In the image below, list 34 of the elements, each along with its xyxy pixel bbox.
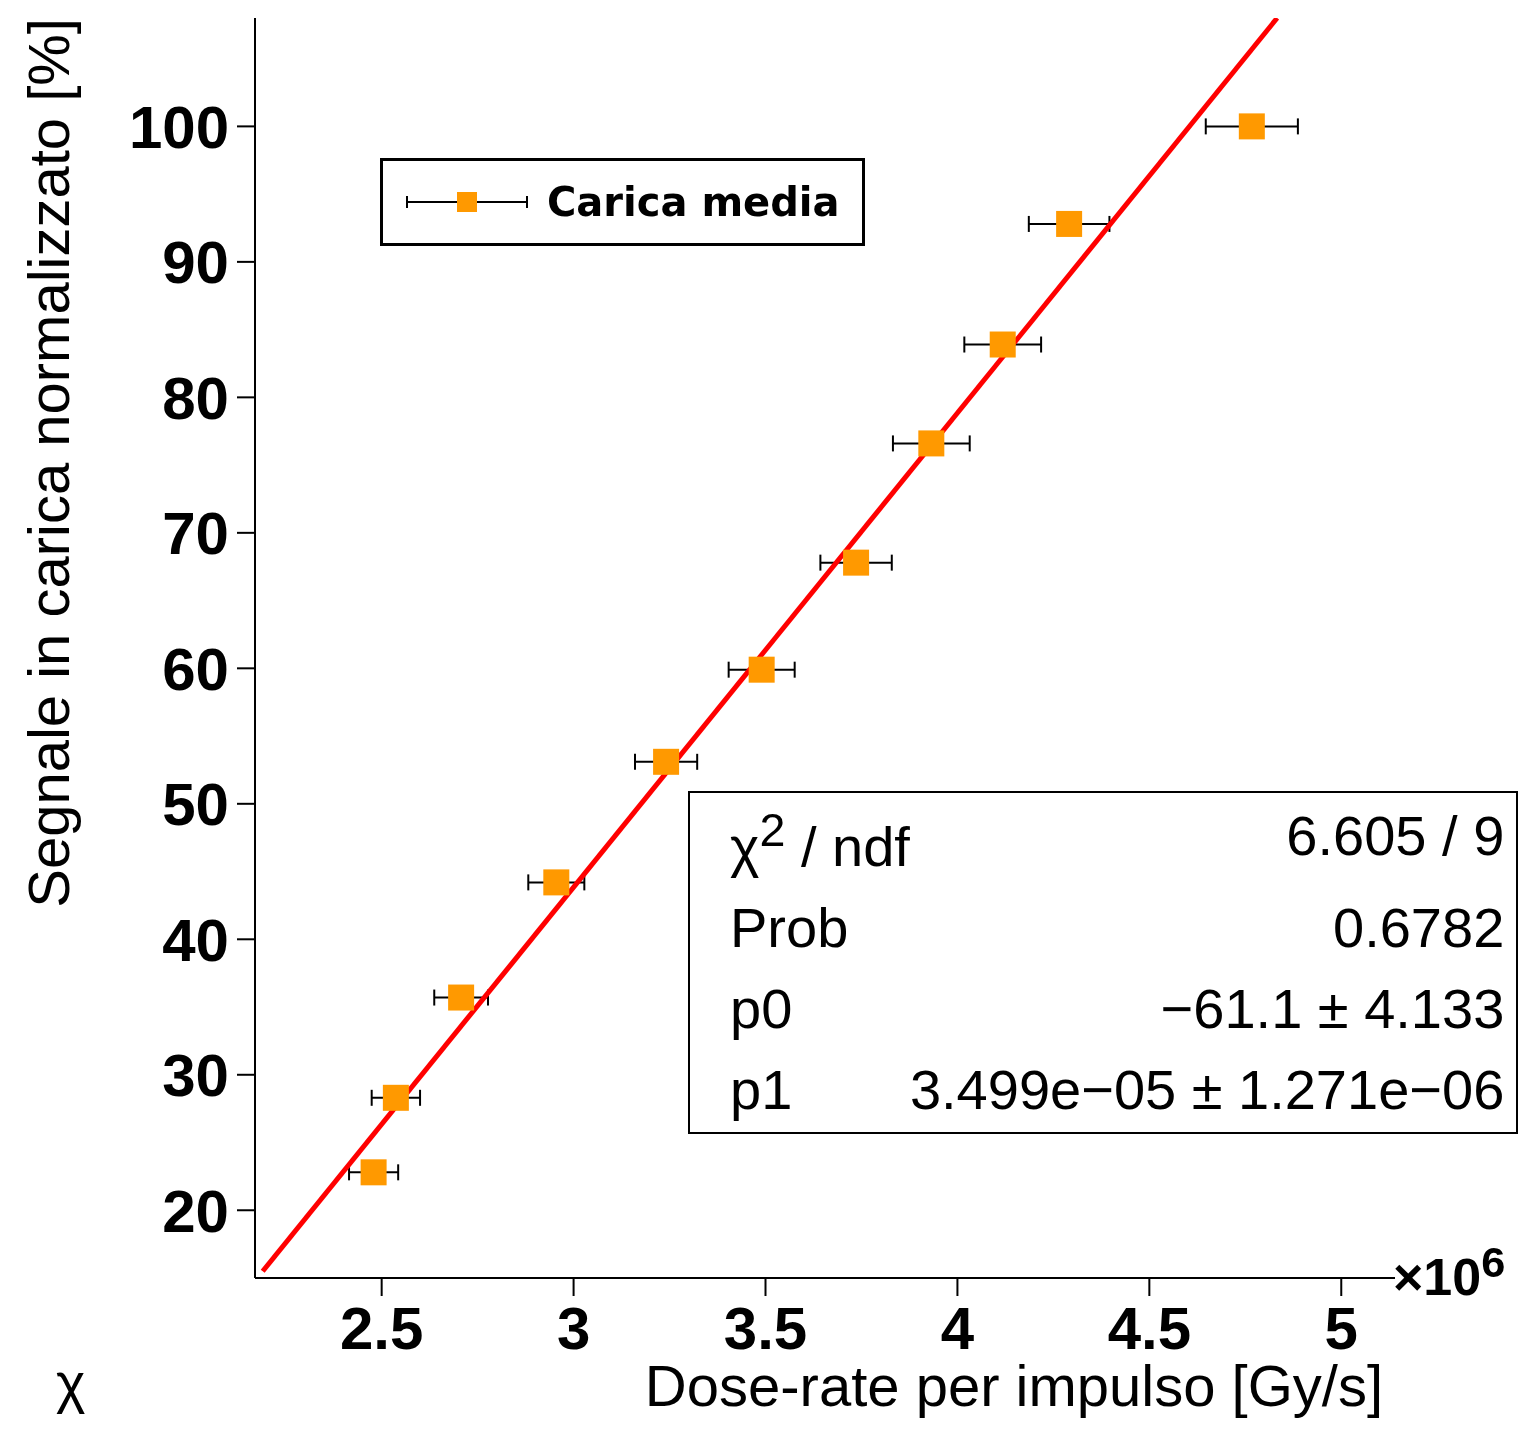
y-tick-label: 30: [162, 1042, 229, 1110]
x-tick-label: 2.5: [339, 1294, 424, 1362]
point: [448, 984, 475, 1011]
annotation: Prob: [730, 894, 850, 960]
y-tick-label: 50: [162, 771, 229, 839]
point: [653, 748, 680, 775]
point: [543, 869, 570, 896]
y-tick-label: 70: [162, 500, 229, 568]
point: [1056, 210, 1083, 237]
annotation: 0.6782: [1332, 894, 1505, 960]
y-tick-label: 80: [162, 364, 229, 432]
point: [843, 549, 870, 576]
text: χ: [56, 1350, 86, 1415]
point: [360, 1159, 387, 1186]
annotation: p1: [730, 1056, 794, 1122]
y-tick-label: 90: [162, 229, 229, 297]
annotation: −61.1 ± 4.133: [1159, 975, 1505, 1041]
y-tick-label: 100: [128, 93, 229, 161]
point: [382, 1084, 409, 1111]
x-tick-label: 3: [556, 1294, 591, 1362]
y-tick-label: 40: [162, 906, 229, 974]
legend-label: Carica media: [547, 179, 840, 225]
annotation: ×10$^{6}$: [1393, 1238, 1506, 1308]
annotation: 6.605 / 9: [1285, 803, 1505, 869]
annotation: χ$^{2}$ / ndf: [730, 803, 910, 879]
point: [989, 331, 1016, 358]
point: [918, 430, 945, 457]
y-tick-label: 60: [162, 635, 229, 703]
y-axis-title: Segnale in carica normalizzato [%]: [16, 18, 82, 908]
point: [1238, 113, 1265, 140]
point: [748, 656, 775, 683]
annotation: 3.499e−05 ± 1.271e−06: [909, 1056, 1505, 1122]
annotation: p0: [730, 975, 794, 1041]
y-tick-label: 20: [162, 1177, 229, 1245]
